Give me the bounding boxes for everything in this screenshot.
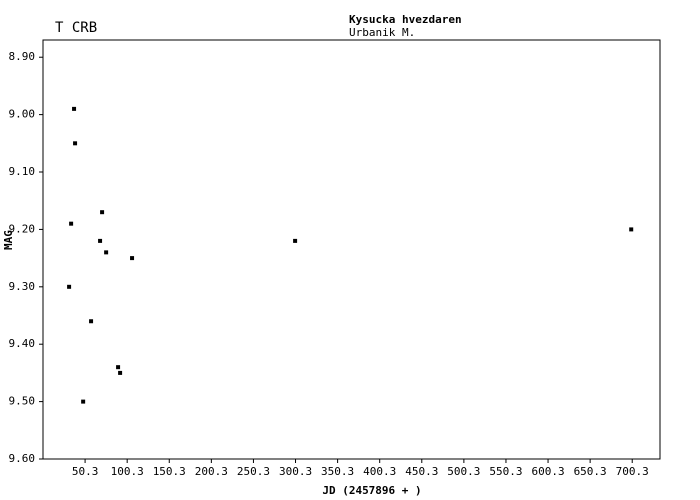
y-tick-label: 9.50	[9, 395, 36, 408]
x-tick-label: 600.3	[531, 465, 564, 478]
chart-title: T CRB	[55, 20, 97, 36]
x-tick-label: 300.3	[279, 465, 312, 478]
data-point	[98, 238, 103, 243]
x-tick-label: 550.3	[489, 465, 522, 478]
y-tick-label: 9.40	[9, 337, 36, 350]
y-tick-label: 8.90	[9, 50, 36, 63]
x-tick-label: 500.3	[447, 465, 480, 478]
x-tick-label: 350.3	[321, 465, 354, 478]
plot-frame	[42, 39, 661, 460]
data-point	[293, 238, 298, 243]
x-tick-label: 400.3	[363, 465, 396, 478]
data-point	[69, 221, 74, 226]
x-tick-label: 200.3	[195, 465, 228, 478]
x-tick-label: 250.3	[237, 465, 270, 478]
data-point	[118, 370, 123, 375]
x-tick-label: 450.3	[405, 465, 438, 478]
y-axis-label: MAG	[2, 230, 15, 250]
y-tick-label: 9.60	[9, 452, 36, 465]
data-point	[116, 365, 121, 370]
x-tick-label: 650.3	[574, 465, 607, 478]
x-tick-label: 50.3	[72, 465, 99, 478]
y-tick-label: 9.20	[9, 222, 36, 235]
data-point	[629, 227, 634, 232]
data-point	[73, 141, 78, 146]
chart-subtitle: Kysucka hvezdaren	[349, 13, 462, 26]
y-tick-label: 9.10	[9, 165, 36, 178]
x-tick-label: 700.3	[616, 465, 649, 478]
y-tick-label: 9.00	[9, 108, 36, 121]
x-tick-label: 150.3	[153, 465, 186, 478]
data-point	[67, 284, 72, 289]
x-tick-label: 100.3	[111, 465, 144, 478]
data-point	[104, 250, 109, 255]
author: Urbanik M.	[349, 26, 415, 39]
x-axis-label: JD (2457896 + )	[322, 484, 421, 497]
y-tick-label: 9.30	[9, 280, 36, 293]
data-point	[81, 399, 86, 404]
data-point	[100, 210, 105, 215]
data-point	[89, 319, 94, 324]
data-point	[72, 106, 77, 111]
data-point	[130, 256, 135, 261]
